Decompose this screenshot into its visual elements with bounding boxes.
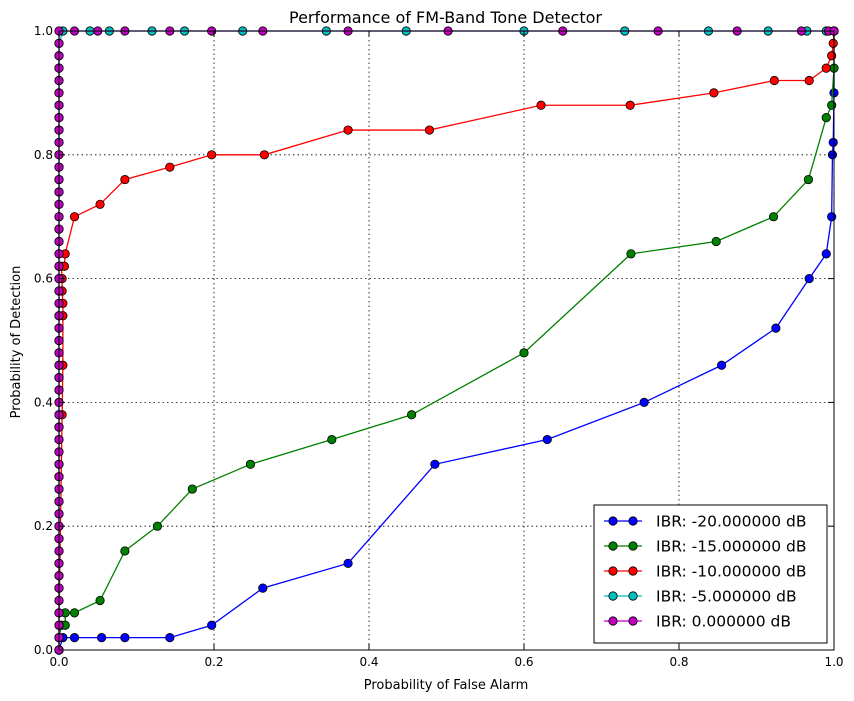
- data-point: [828, 137, 838, 148]
- legend-marker: [608, 591, 618, 601]
- data-point: [327, 434, 337, 445]
- legend-marker: [608, 516, 618, 526]
- y-tick-label: 1.0: [34, 24, 53, 38]
- legend: IBR: -20.000000 dB IBR: -15.000000 dB IBR:…: [593, 504, 828, 644]
- data-point: [827, 212, 837, 222]
- legend-marker: [628, 566, 638, 576]
- y-axis-label: Probability of Detection: [9, 266, 24, 419]
- data-point: [152, 521, 163, 531]
- data-point: [259, 150, 269, 160]
- x-tick-label: 0.4: [359, 655, 378, 669]
- legend-marker: [628, 591, 638, 601]
- data-point: [95, 199, 105, 209]
- data-point: [207, 150, 217, 160]
- data-point: [768, 212, 779, 222]
- data-point: [639, 397, 649, 407]
- data-point: [343, 125, 353, 135]
- data-point: [821, 63, 831, 73]
- data-point: [821, 249, 831, 259]
- ticks: 0.0 0.2 0.4 0.6 0.8 1.0 0.0 0.2 0.4 0.6 0.8 1.0: [34, 24, 844, 669]
- data-point: [828, 38, 838, 48]
- data-point: [769, 75, 779, 86]
- series-line: [58, 31, 835, 650]
- y-tick-label: 0.4: [34, 395, 53, 409]
- data-point: [120, 633, 130, 643]
- legend-marker: [628, 516, 638, 526]
- data-point: [803, 174, 814, 185]
- data-point: [771, 323, 781, 333]
- data-point: [407, 410, 417, 420]
- legend-label: IBR: 0.000000 dB: [656, 613, 791, 631]
- data-point: [343, 558, 353, 568]
- series-1: [54, 26, 839, 655]
- data-point: [120, 174, 130, 185]
- data-point: [709, 88, 719, 98]
- x-axis-label: Probability of False Alarm: [364, 678, 529, 693]
- x-tick-label: 1.0: [824, 655, 843, 669]
- data-point: [821, 113, 831, 123]
- y-tick-label: 0.0: [34, 643, 53, 657]
- data-point: [207, 620, 217, 630]
- data-point: [97, 633, 107, 643]
- data-point: [519, 348, 529, 358]
- data-point: [804, 75, 814, 86]
- series-layer: [54, 26, 839, 655]
- data-point: [187, 484, 197, 494]
- data-point: [165, 162, 175, 172]
- legend-label: IBR: -5.000000 dB: [656, 588, 797, 606]
- data-point: [95, 595, 105, 606]
- x-tick-label: 0.2: [204, 655, 223, 669]
- legend-marker: [628, 616, 638, 626]
- data-point: [69, 212, 80, 222]
- legend-label: IBR: -15.000000 dB: [656, 538, 806, 556]
- data-point: [69, 633, 80, 643]
- legend-marker: [608, 541, 618, 551]
- data-point: [827, 100, 837, 110]
- data-point: [258, 583, 268, 593]
- y-tick-label: 0.6: [34, 272, 53, 286]
- data-point: [69, 608, 80, 618]
- data-point: [804, 273, 814, 284]
- series-line: [58, 30, 835, 650]
- y-tick-label: 0.2: [34, 519, 53, 533]
- legend-marker: [608, 616, 618, 626]
- legend-marker: [608, 566, 618, 576]
- x-tick-label: 0.8: [669, 655, 688, 669]
- legend-marker: [628, 541, 638, 551]
- plot-frame: [58, 30, 835, 651]
- data-point: [430, 459, 440, 469]
- data-point: [711, 236, 721, 247]
- data-point: [717, 360, 727, 370]
- x-tick-label: 0.0: [49, 655, 68, 669]
- chart-title: Performance of FM-Band Tone Detector: [289, 8, 602, 27]
- data-point: [245, 459, 256, 469]
- data-point: [536, 100, 546, 110]
- data-point: [626, 249, 636, 259]
- x-tick-label: 0.6: [514, 655, 533, 669]
- data-point: [827, 51, 837, 61]
- legend-label: IBR: -20.000000 dB: [656, 513, 806, 531]
- data-point: [120, 546, 130, 556]
- data-point: [625, 100, 635, 110]
- legend-label: IBR: -10.000000 dB: [656, 563, 806, 581]
- data-point: [165, 633, 175, 643]
- y-tick-label: 0.8: [34, 148, 53, 162]
- data-point: [542, 434, 552, 445]
- data-point: [424, 125, 435, 135]
